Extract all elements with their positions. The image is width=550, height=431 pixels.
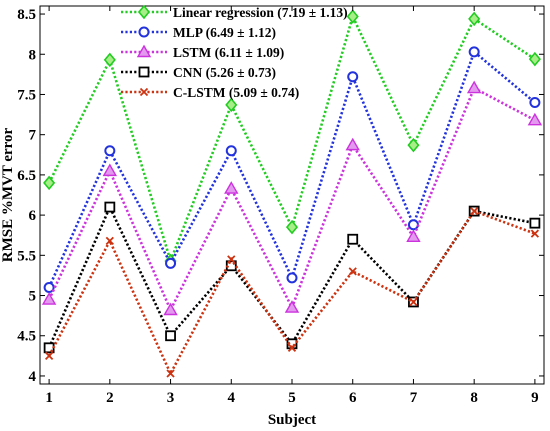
x-marker-stroke [139, 87, 149, 97]
data-point [103, 52, 116, 68]
x-tick-label: 5 [288, 390, 296, 406]
x-tick-label: 4 [228, 390, 236, 406]
x-marker-stroke [105, 236, 114, 245]
series-5 [44, 206, 540, 378]
series-1 [43, 9, 541, 269]
x-marker-stroke [348, 267, 357, 276]
axes: 1 2 3 4 5 6 7 8 9 4 4.5 5 5.5 6 6.5 7 7.5 8 8.5 [17, 6, 544, 406]
y-tick-label: 5.5 [17, 248, 36, 264]
data-point [43, 281, 55, 293]
data-point [102, 163, 118, 177]
data-point [286, 272, 298, 284]
data-point [468, 46, 480, 58]
data-point [407, 137, 420, 153]
x-tick-label: 8 [470, 390, 478, 406]
y-tick-label: 4.5 [17, 329, 36, 345]
data-point [407, 219, 419, 231]
data-point [528, 51, 541, 67]
legend-label: MLP (6.49 ± 1.12) [173, 25, 276, 40]
x-tick-label: 9 [531, 390, 539, 406]
x-marker-stroke [227, 255, 236, 264]
data-point [227, 255, 236, 264]
data-point [530, 229, 540, 238]
x-tick-label: 7 [410, 390, 418, 406]
data-point [224, 181, 239, 194]
data-point [348, 267, 357, 276]
data-point [347, 233, 359, 245]
data-point [470, 206, 479, 216]
y-tick-label: 6.5 [17, 168, 36, 184]
series-2 [43, 46, 541, 293]
data-point [409, 297, 418, 307]
data-point [44, 351, 54, 360]
legend-label: C-LSTM (5.09 ± 0.74) [173, 85, 299, 100]
x-axis-label: Subject [268, 412, 316, 428]
y-tick-label: 8.5 [17, 7, 36, 23]
data-point [163, 302, 178, 316]
x-marker-stroke [409, 297, 418, 307]
series-layer [41, 9, 543, 378]
legend-marker [137, 4, 151, 20]
legend-marker [138, 26, 150, 38]
x-tick-label: 6 [349, 390, 357, 406]
legend: Linear regression (7.19 ± 1.13) MLP (6.49… [121, 4, 348, 100]
legend-entry-2: MLP (6.49 ± 1.12) [121, 25, 276, 40]
x-tick-label: 3 [167, 390, 175, 406]
data-point [104, 201, 116, 213]
plot-border [39, 5, 545, 385]
data-point [285, 219, 299, 235]
data-point [466, 80, 482, 94]
legend-label: CNN (5.26 ± 0.73) [173, 65, 276, 80]
legend-entry-4: CNN (5.26 ± 0.73) [121, 65, 276, 80]
series-3 [41, 80, 543, 316]
data-point [406, 229, 421, 243]
legend-entry-1: Linear regression (7.19 ± 1.13) [121, 4, 348, 20]
data-point [346, 9, 359, 24]
data-point [529, 97, 541, 109]
y-tick-label: 5 [29, 289, 37, 305]
legend-marker [139, 87, 149, 97]
y-tick-label: 7.5 [17, 87, 36, 103]
x-tick-label: 1 [45, 390, 53, 406]
y-tick-label: 6 [29, 208, 37, 224]
data-point [104, 145, 116, 157]
data-point [468, 11, 481, 27]
series-line [47, 12, 536, 265]
legend-marker [136, 44, 152, 58]
data-point [165, 257, 177, 269]
data-point [105, 236, 114, 245]
data-point [287, 343, 297, 352]
x-marker-stroke [166, 369, 175, 378]
legend-entry-5: C-LSTM (5.09 ± 0.74) [121, 85, 299, 100]
data-point [225, 97, 238, 113]
data-point [165, 330, 176, 342]
x-marker-stroke [44, 351, 54, 360]
data-point [345, 137, 360, 151]
x-tick-label: 2 [106, 390, 114, 406]
y-tick-label: 8 [29, 47, 37, 63]
data-point [529, 217, 541, 229]
data-point [43, 175, 56, 191]
legend-marker [138, 66, 150, 78]
x-marker-stroke [287, 343, 297, 352]
data-point [225, 145, 237, 157]
y-tick-label: 4 [29, 369, 37, 385]
y-tick-label: 7 [29, 128, 37, 144]
legend-label: LSTM (6.11 ± 1.09) [173, 45, 284, 60]
x-marker-stroke [530, 229, 540, 238]
data-point [347, 71, 359, 83]
data-point [284, 300, 300, 313]
data-point [527, 112, 543, 126]
x-marker-stroke [470, 206, 479, 216]
data-point [41, 292, 57, 305]
data-point [166, 369, 175, 378]
legend-entry-3: LSTM (6.11 ± 1.09) [121, 44, 284, 60]
legend-label: Linear regression (7.19 ± 1.13) [173, 5, 348, 20]
y-axis-label: RMSE %MVT error [0, 127, 16, 262]
plot-area [39, 5, 545, 385]
